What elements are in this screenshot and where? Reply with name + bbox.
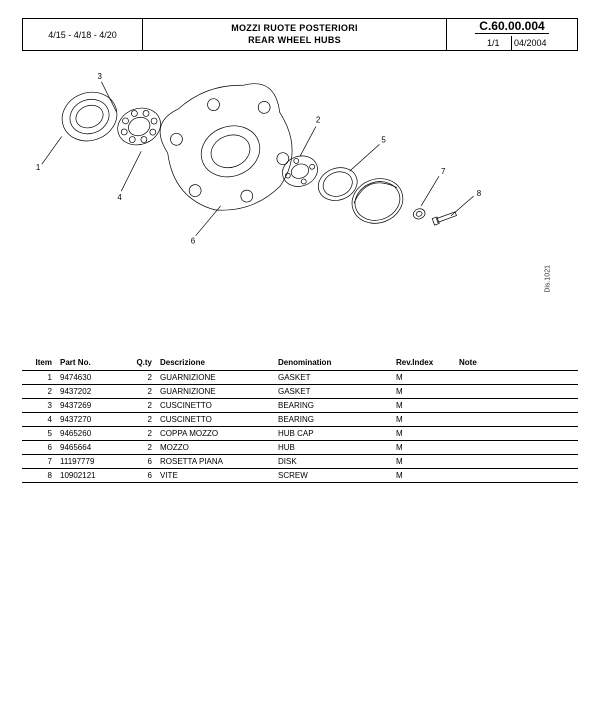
cell-part: 9437269 [56, 399, 122, 413]
callout-4: 4 [117, 193, 122, 202]
cell-item: 7 [22, 455, 56, 469]
cell-note [455, 441, 578, 455]
cell-desc: CUSCINETTO [156, 399, 274, 413]
callout-8: 8 [477, 189, 482, 198]
cell-denom: DISK [274, 455, 392, 469]
parts-sheet: 4/15 - 4/18 - 4/20 MOZZI RUOTE POSTERIOR… [0, 0, 600, 713]
cell-note [455, 371, 578, 385]
cell-qty: 2 [122, 413, 156, 427]
cell-rev: M [392, 427, 455, 441]
model-cell: 4/15 - 4/18 - 4/20 [23, 19, 143, 50]
cell-item: 6 [22, 441, 56, 455]
exploded-svg: 1 2 3 4 5 6 7 8 [22, 57, 578, 266]
cell-part: 9465260 [56, 427, 122, 441]
cell-denom: HUB CAP [274, 427, 392, 441]
cell-note [455, 399, 578, 413]
title-it: MOZZI RUOTE POSTERIORI [231, 23, 358, 35]
cell-qty: 2 [122, 399, 156, 413]
cell-note [455, 469, 578, 483]
callout-2: 2 [316, 116, 321, 125]
title-cell: MOZZI RUOTE POSTERIORI REAR WHEEL HUBS [143, 19, 447, 50]
cell-qty: 2 [122, 371, 156, 385]
cell-denom: SCREW [274, 469, 392, 483]
cell-desc: CUSCINETTO [156, 413, 274, 427]
cell-item: 3 [22, 399, 56, 413]
col-part: Part No. [56, 355, 122, 371]
cell-denom: GASKET [274, 371, 392, 385]
cell-rev: M [392, 371, 455, 385]
cell-note [455, 427, 578, 441]
exploded-view: 1 2 3 4 5 6 7 8 Dis.1021 [22, 57, 578, 267]
cell-desc: GUARNIZIONE [156, 371, 274, 385]
cell-note [455, 385, 578, 399]
cell-part: 10902121 [56, 469, 122, 483]
cell-denom: HUB [274, 441, 392, 455]
table-row: 594652602COPPA MOZZOHUB CAPM [22, 427, 578, 441]
cell-note [455, 455, 578, 469]
table-row: 394372692CUSCINETTOBEARINGM [22, 399, 578, 413]
cell-denom: BEARING [274, 399, 392, 413]
dis-label: Dis.1021 [545, 265, 552, 293]
cell-item: 8 [22, 469, 56, 483]
header-right: C.60.00.004 1/1 04/2004 [447, 19, 577, 50]
cell-qty: 6 [122, 455, 156, 469]
cell-part: 9437270 [56, 413, 122, 427]
col-item: Item [22, 355, 56, 371]
date: 04/2004 [512, 36, 549, 50]
cell-rev: M [392, 441, 455, 455]
drawing-code: C.60.00.004 [475, 19, 548, 34]
callout-6: 6 [191, 237, 196, 246]
cell-item: 1 [22, 371, 56, 385]
callout-7: 7 [441, 168, 446, 177]
cell-qty: 2 [122, 441, 156, 455]
cell-qty: 2 [122, 385, 156, 399]
cell-item: 2 [22, 385, 56, 399]
cell-desc: GUARNIZIONE [156, 385, 274, 399]
cell-rev: M [392, 469, 455, 483]
cell-part: 11197779 [56, 455, 122, 469]
cell-rev: M [392, 455, 455, 469]
col-qty: Q.ty [122, 355, 156, 371]
callout-3: 3 [97, 72, 102, 81]
col-denom: Denomination [274, 355, 392, 371]
page-number: 1/1 [475, 36, 512, 50]
cell-rev: M [392, 385, 455, 399]
table-header-row: Item Part No. Q.ty Descrizione Denominat… [22, 355, 578, 371]
title-en: REAR WHEEL HUBS [248, 35, 341, 47]
cell-part: 9437202 [56, 385, 122, 399]
table-row: 194746302GUARNIZIONEGASKETM [22, 371, 578, 385]
table-row: 8109021216VITESCREWM [22, 469, 578, 483]
col-note: Note [455, 355, 578, 371]
cell-note [455, 413, 578, 427]
table-row: 494372702CUSCINETTOBEARINGM [22, 413, 578, 427]
cell-rev: M [392, 413, 455, 427]
cell-denom: BEARING [274, 413, 392, 427]
cell-qty: 2 [122, 427, 156, 441]
col-desc: Descrizione [156, 355, 274, 371]
parts-table: Item Part No. Q.ty Descrizione Denominat… [22, 355, 578, 483]
callout-5: 5 [381, 136, 386, 145]
cell-desc: ROSETTA PIANA [156, 455, 274, 469]
cell-rev: M [392, 399, 455, 413]
table-row: 694656642MOZZOHUBM [22, 441, 578, 455]
header-block: 4/15 - 4/18 - 4/20 MOZZI RUOTE POSTERIOR… [22, 18, 578, 51]
callout-1: 1 [36, 164, 41, 173]
cell-item: 4 [22, 413, 56, 427]
cell-qty: 6 [122, 469, 156, 483]
cell-denom: GASKET [274, 385, 392, 399]
table-row: 294372022GUARNIZIONEGASKETM [22, 385, 578, 399]
table-row: 7111977796ROSETTA PIANADISKM [22, 455, 578, 469]
col-rev: Rev.Index [392, 355, 455, 371]
cell-desc: VITE [156, 469, 274, 483]
cell-desc: MOZZO [156, 441, 274, 455]
cell-desc: COPPA MOZZO [156, 427, 274, 441]
cell-item: 5 [22, 427, 56, 441]
cell-part: 9474630 [56, 371, 122, 385]
cell-part: 9465664 [56, 441, 122, 455]
